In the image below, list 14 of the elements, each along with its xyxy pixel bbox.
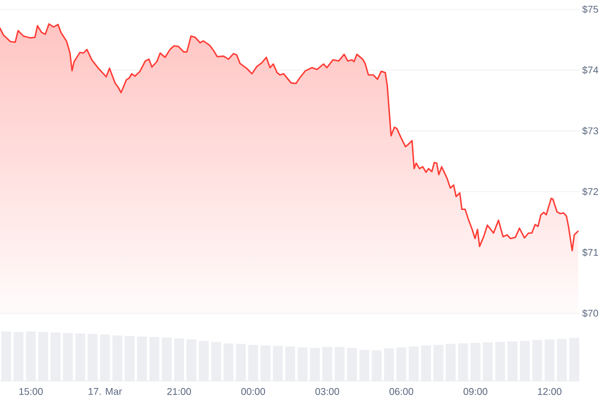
- y-tick-label: $75: [582, 5, 598, 14]
- x-tick-label: 03:00: [315, 388, 340, 395]
- x-tick-label: 12:00: [538, 388, 562, 395]
- y-tick-label: $74: [582, 66, 598, 74]
- text: 17. Mar: [88, 388, 122, 395]
- y-tick-label: $71: [582, 248, 598, 256]
- y-tick-label: $73: [582, 126, 598, 135]
- y-tick-label: $72: [582, 188, 598, 196]
- x-tick-label: 21:00: [167, 388, 191, 395]
- x-tick-label: 09:00: [464, 388, 488, 395]
- y-tick-label: $70: [582, 309, 598, 318]
- x-tick-label: 00:00: [241, 388, 266, 395]
- x-tick-label: 15:00: [19, 388, 43, 395]
- x-tick-label: 06:00: [389, 388, 414, 395]
